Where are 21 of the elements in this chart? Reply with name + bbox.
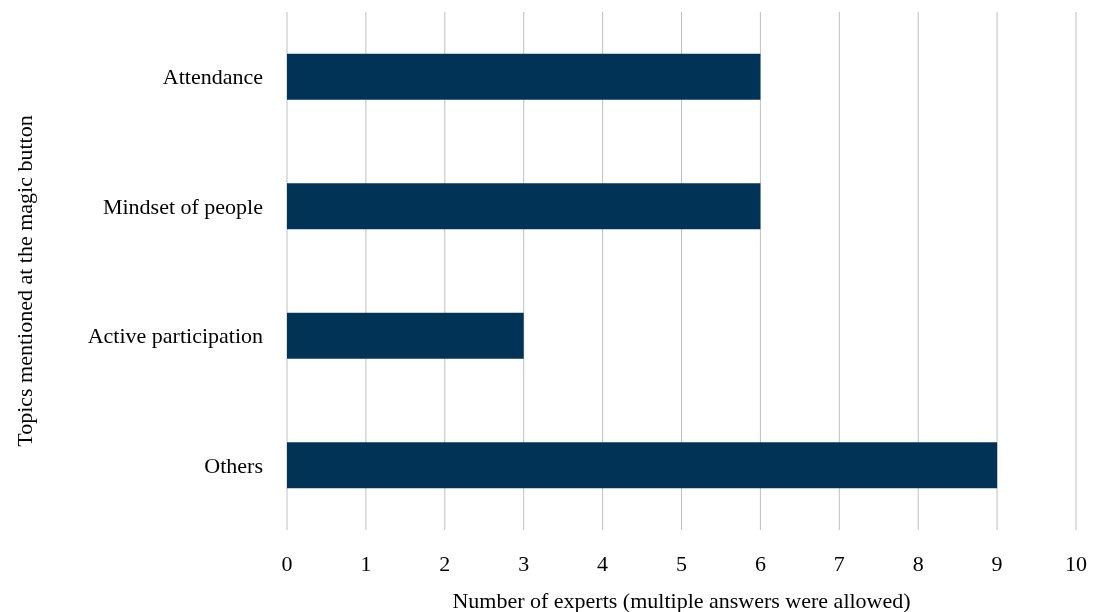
x-axis-title: Number of experts (multiple answers were allowed) [452,588,911,612]
x-tick-label: 8 [912,551,924,576]
bar [287,312,524,359]
x-tick-label: 2 [439,551,451,576]
bar [287,53,761,100]
x-tick-label: 5 [676,551,687,576]
x-tick-label: 9 [991,551,1003,576]
x-tick-label: 7 [833,551,845,576]
x-tick-label: 6 [754,551,766,576]
x-tick-label: 3 [518,551,530,576]
y-tick-label: Others [204,452,263,478]
x-tick-label: 4 [597,551,609,576]
x-tick-label: 1 [360,551,372,576]
y-tick-label: Active participation [87,323,263,349]
bar [287,442,998,489]
y-axis-title: Topics mentioned at the magic button [12,115,37,447]
y-tick-label: Mindset of people [102,193,263,219]
x-tick-label: 10 [1065,551,1087,576]
bar [287,183,761,230]
x-tick-label: 0 [281,551,293,576]
y-tick-label: Attendance [162,64,263,90]
